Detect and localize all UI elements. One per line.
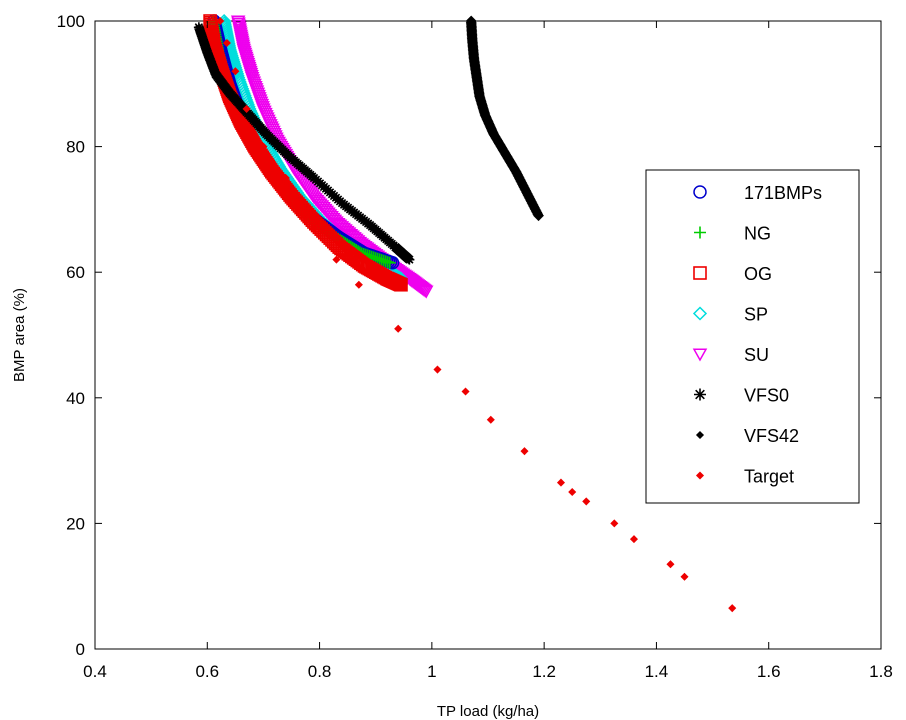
legend-label: VFS0	[744, 386, 789, 406]
y-tick-label: 100	[57, 12, 85, 31]
data-point	[418, 285, 434, 299]
target-point	[433, 365, 442, 374]
x-axis-label: TP load (kg/ha)	[437, 703, 539, 720]
series-target	[216, 16, 737, 613]
legend-marker	[693, 185, 707, 199]
x-tick-label: 1.2	[532, 662, 556, 681]
legend-box	[645, 169, 860, 504]
data-point	[394, 277, 408, 292]
target-point	[680, 572, 689, 581]
target-point	[728, 604, 737, 613]
target-point	[556, 478, 566, 487]
x-tick-label: 1	[427, 662, 436, 681]
target-point	[293, 199, 302, 208]
target-point	[309, 224, 318, 233]
target-point	[394, 324, 403, 333]
legend-label: Target	[744, 467, 794, 487]
target-point	[332, 255, 341, 264]
series-layer	[193, 13, 737, 613]
target-point	[242, 104, 251, 113]
target-point	[520, 447, 529, 456]
y-axis-label: BMP area (%)	[11, 288, 28, 382]
y-tick-label: 80	[66, 138, 85, 157]
x-tick-label: 1.6	[757, 662, 781, 681]
legend-marker	[695, 471, 705, 480]
x-tick-label: 0.8	[308, 662, 332, 681]
legend-label: SU	[744, 345, 769, 365]
legend-entry: OG	[693, 264, 772, 284]
y-tick-label: 40	[66, 389, 85, 408]
legend-entry: SP	[692, 305, 768, 325]
legend-entries: 171BMPs NG OG SP SU VFS0 VFS42 Target	[692, 183, 822, 487]
y-tick-label: 60	[66, 263, 85, 282]
data-point	[533, 210, 544, 222]
target-point	[582, 497, 591, 506]
legend-label: NG	[744, 224, 771, 244]
target-point	[568, 487, 577, 497]
x-tick-label: 0.4	[83, 662, 107, 681]
legend-marker	[694, 388, 706, 401]
legend-label: OG	[744, 264, 772, 284]
ticks-layer: 0.4 0.6 0.8 1 1.2 1.4 1.6 1.8 0 20 40 60 80 100	[57, 12, 893, 681]
target-point	[259, 142, 268, 151]
legend-entry: NG	[694, 224, 771, 244]
legend-marker	[692, 306, 708, 321]
legend-label: 171BMPs	[744, 183, 822, 203]
legend-label: VFS42	[744, 426, 799, 446]
data-point	[404, 254, 415, 265]
target-point	[666, 560, 675, 569]
legend-entry: VFS42	[695, 426, 799, 446]
target-point	[461, 387, 470, 396]
y-tick-label: 0	[76, 640, 85, 659]
legend-marker	[693, 266, 707, 280]
target-point	[629, 535, 638, 544]
legend-label: SP	[744, 305, 768, 325]
data-point	[383, 256, 396, 269]
target-point	[354, 280, 363, 289]
target-point	[610, 519, 619, 528]
legend-entry: VFS0	[694, 386, 789, 406]
target-point	[486, 415, 495, 424]
legend-entry: 171BMPs	[693, 183, 822, 203]
x-tick-label: 1.8	[869, 662, 893, 681]
target-point	[216, 16, 225, 26]
x-tick-label: 1.4	[645, 662, 669, 681]
legend-entry: Target	[695, 467, 794, 487]
legend: 171BMPs NG OG SP SU VFS0 VFS42 Target	[645, 169, 860, 504]
y-tick-label: 20	[66, 514, 85, 533]
legend-entry: SU	[692, 345, 769, 365]
target-point	[281, 173, 290, 183]
legend-marker	[694, 226, 706, 239]
legend-marker	[695, 430, 705, 440]
legend-marker	[692, 348, 708, 362]
target-point	[222, 38, 231, 48]
series-vfs42	[465, 15, 544, 222]
series-og	[203, 14, 408, 292]
target-point	[231, 67, 240, 76]
x-tick-label: 0.6	[195, 662, 219, 681]
